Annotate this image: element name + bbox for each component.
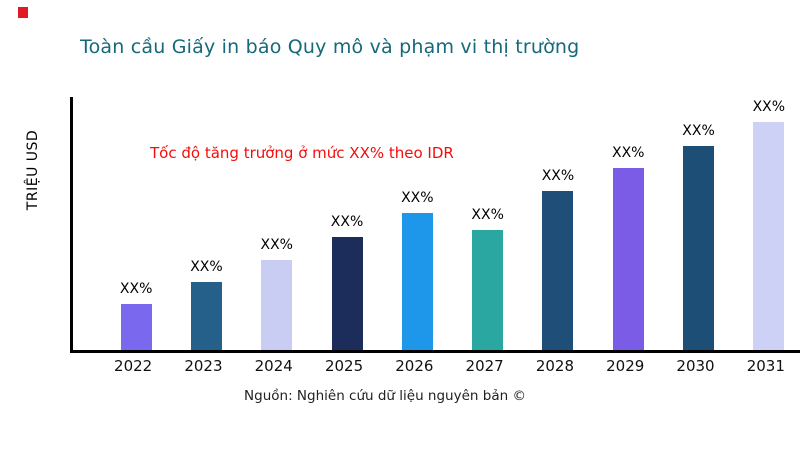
red-marker-square [18,7,28,18]
bar-group-2031: XX% [734,99,800,350]
x-ticks: 2022 2023 2024 2025 2026 2027 2028 2029 2030 2031 [70,357,800,375]
bar-value-label: XX% [611,145,645,161]
bar-2023 [190,282,222,350]
bar-value-label: XX% [471,207,504,223]
bar-value-label: XX% [541,168,575,184]
bar-group-2025: XX% [312,214,382,350]
x-tick-2025: 2025 [324,357,364,375]
bar-2026 [401,213,433,350]
growth-rate-annotation: Tốc độ tăng trưởng ở mức XX% theo IDR [150,144,454,162]
bar-2029 [612,168,644,350]
x-tick-2029: 2029 [606,357,645,375]
x-tick-2026: 2026 [395,357,434,375]
bar-group-2022: XX% [101,281,171,350]
x-tick-2023: 2023 [184,357,223,375]
bar-value-label: XX% [260,237,293,253]
bar-2025 [331,237,363,350]
x-tick-2022: 2022 [114,357,153,375]
x-tick-2024: 2024 [254,357,293,375]
bar-2024 [261,260,293,350]
bar-2028 [542,191,574,350]
bar-value-label: XX% [190,259,223,275]
page-title: Toàn cầu Giấy in báo Quy mô và phạm vi t… [80,36,580,58]
bar-group-2029: XX% [593,145,663,350]
bar-2030 [683,146,715,350]
plot-area: XX% XX% XX% XX% XX% XX% XX% XX% XX% XX% [70,97,800,353]
bar-group-2030: XX% [663,123,733,350]
x-tick-2028: 2028 [535,357,575,375]
bar-group-2026: XX% [382,190,452,350]
x-tick-2030: 2030 [676,357,715,375]
bar-value-label: XX% [752,99,786,115]
x-tick-2031: 2031 [746,357,785,375]
bar-group-2027: XX% [452,207,522,350]
bar-group-2028: XX% [523,168,593,350]
bar-value-label: XX% [119,281,153,297]
bar-2022 [120,304,152,350]
y-axis-label: TRIỆU USD [25,129,41,211]
x-tick-2027: 2027 [465,357,504,375]
bar-group-2023: XX% [171,259,241,350]
bar-2031 [753,122,785,350]
bar-value-label: XX% [401,190,434,206]
bar-value-label: XX% [330,214,364,230]
source-note: Nguồn: Nghiên cứu dữ liệu nguyên bản © [244,388,526,404]
bar-value-label: XX% [682,123,715,139]
bar-2027 [472,230,504,350]
bar-group-2024: XX% [242,237,312,350]
